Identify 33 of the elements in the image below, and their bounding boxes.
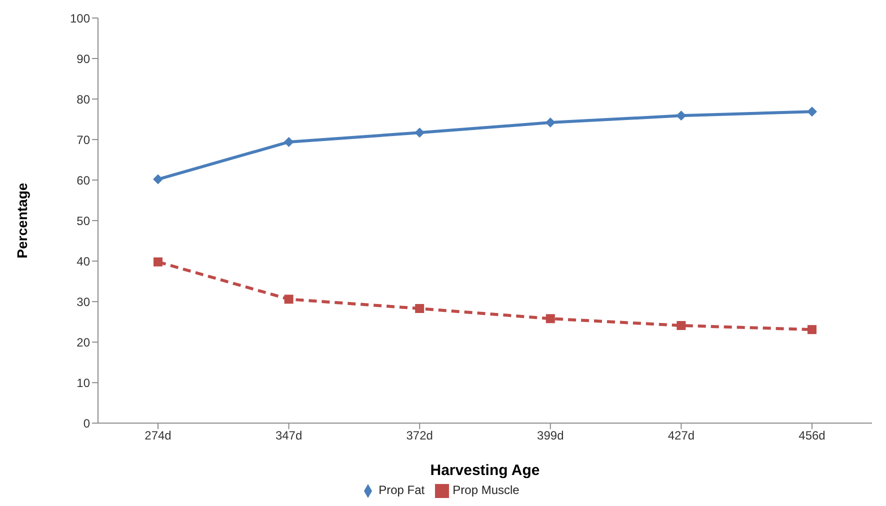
y-tick-label: 40 — [76, 254, 90, 268]
point — [284, 136, 294, 147]
y-tick-label: 90 — [76, 52, 90, 66]
x-tick-label: 399d — [537, 428, 564, 443]
x-tick-label: 347d — [275, 428, 302, 443]
point — [154, 257, 162, 266]
y-tick-label: 60 — [76, 173, 90, 188]
point — [284, 294, 294, 304]
x-tick-label: 456d — [798, 428, 826, 443]
y-tick-label: 0 — [83, 416, 90, 430]
y-tick-label: 70 — [76, 132, 90, 147]
point — [807, 106, 817, 117]
x-tick-label: 427d — [668, 428, 695, 443]
y-tick-label: 20 — [76, 335, 90, 350]
y-tick-label: 80 — [76, 92, 90, 106]
point — [153, 174, 163, 184]
point — [808, 325, 816, 334]
y-tick-label: 100 — [70, 11, 90, 26]
y-tick-label: 30 — [76, 294, 90, 309]
x-tick-label: 372d — [406, 428, 433, 443]
y-axis-title: Percentage — [14, 182, 30, 258]
legend-label: Prop Muscle — [452, 483, 520, 498]
point — [415, 304, 424, 314]
x-axis-title: Harvesting Age — [430, 462, 540, 480]
x-tick-label: 274d — [144, 428, 172, 443]
point — [546, 314, 555, 324]
y-tick-label: 10 — [76, 376, 90, 390]
y-tick-label: 50 — [76, 214, 90, 228]
point — [545, 118, 556, 128]
legend-label: Prop Fat — [378, 483, 425, 498]
point — [676, 110, 686, 121]
point — [414, 128, 425, 138]
point — [676, 321, 686, 330]
